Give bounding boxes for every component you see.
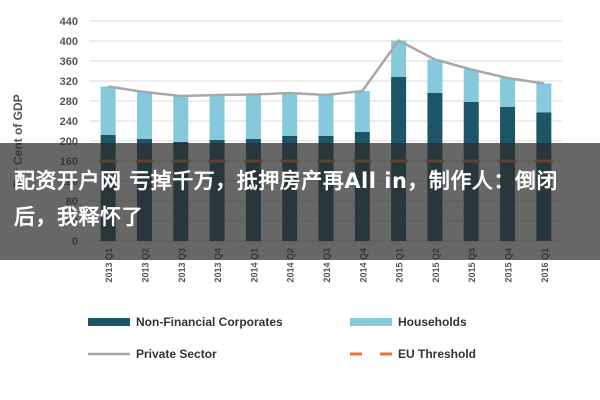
y-tick-label: 320 bbox=[60, 76, 78, 88]
x-tick-label: 2014 Q3 bbox=[322, 248, 332, 283]
y-tick-label: 280 bbox=[60, 96, 78, 108]
bar-households bbox=[536, 83, 552, 113]
legend-label: EU Threshold bbox=[398, 347, 476, 361]
bar-households bbox=[209, 95, 225, 140]
bar-households bbox=[282, 93, 298, 136]
bar-households bbox=[173, 96, 189, 142]
overlay-banner bbox=[0, 143, 600, 260]
legend-swatch bbox=[88, 318, 130, 326]
legend-label: Private Sector bbox=[136, 347, 217, 361]
x-tick-label: 2013 Q2 bbox=[140, 248, 150, 283]
x-tick-label: 2016 Q1 bbox=[540, 248, 550, 283]
x-tick-label: 2013 Q3 bbox=[177, 248, 187, 283]
bar-households bbox=[136, 92, 152, 139]
x-tick-label: 2014 Q1 bbox=[249, 248, 259, 283]
legend-label: Households bbox=[398, 315, 467, 329]
x-tick-label: 2014 Q4 bbox=[358, 248, 368, 283]
x-tick-label: 2015 Q3 bbox=[467, 248, 477, 283]
x-tick-label: 2015 Q4 bbox=[504, 248, 514, 283]
bar-households bbox=[100, 86, 116, 135]
bar-households bbox=[245, 94, 261, 139]
overlay-headline[interactable]: 配资开户网 亏掉千万，抵押房产再All in，制作人：倒闭后，我释怀了 bbox=[14, 169, 558, 229]
legend-label: Non-Financial Corporates bbox=[136, 315, 283, 329]
x-tick-label: 2013 Q4 bbox=[213, 248, 223, 283]
y-tick-label: 400 bbox=[60, 36, 78, 48]
y-tick-label: 440 bbox=[60, 16, 78, 28]
bar-households bbox=[463, 69, 479, 102]
x-tick-label: 2013 Q1 bbox=[104, 248, 114, 283]
bar-households bbox=[500, 78, 516, 107]
legend-swatch bbox=[350, 318, 392, 326]
bar-households bbox=[318, 95, 334, 136]
bar-households bbox=[391, 40, 407, 77]
x-tick-label: 2015 Q2 bbox=[431, 248, 441, 283]
bar-households bbox=[427, 59, 443, 93]
bar-households bbox=[354, 91, 370, 132]
y-tick-label: 240 bbox=[60, 116, 78, 128]
x-tick-label: 2015 Q1 bbox=[395, 248, 405, 283]
private-sector-line bbox=[107, 38, 545, 98]
x-tick-label: 2014 Q2 bbox=[286, 248, 296, 283]
y-tick-label: 360 bbox=[60, 56, 78, 68]
